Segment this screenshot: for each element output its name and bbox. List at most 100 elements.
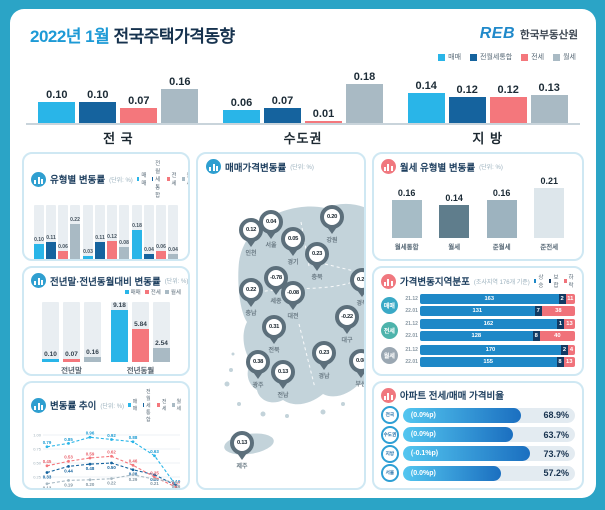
ratio-row: 수도권 (0.0%p) 63.7%: [380, 425, 575, 444]
line-chart-icon: [31, 397, 46, 413]
ratio-row: 지방 (-0.1%p) 73.7%: [380, 444, 575, 463]
region-group: 0.10 0.10 0.07 0.16: [26, 76, 211, 123]
bar: [486, 199, 517, 239]
svg-text:0.33: 0.33: [43, 474, 52, 479]
bar-segment: 2: [558, 294, 566, 305]
region-name: 서울: [265, 243, 277, 249]
bar-track: 0.10: [34, 205, 44, 260]
bar-label: 준월세: [492, 244, 511, 252]
bar-value: 0.07: [65, 351, 78, 359]
bar-chart-icon: [206, 159, 221, 174]
bar-value: 0.10: [87, 88, 109, 101]
bar-track: 0.04: [144, 205, 154, 260]
period-label: 21.12: [405, 296, 418, 303]
period-label: 전년말: [61, 366, 82, 376]
legend-chip: [553, 53, 561, 61]
bar-chart-icon: [31, 273, 46, 289]
bar: [58, 250, 68, 260]
panel-legend: 상승 보합 하락: [533, 273, 575, 289]
map-pin-대구: -0.22 대구: [335, 305, 359, 344]
legend-chip: [182, 177, 185, 181]
region-circle: 수도권: [380, 425, 399, 444]
legend-item: 월세: [164, 288, 181, 296]
pin-value: 0.08: [355, 358, 366, 364]
bar: [46, 242, 56, 260]
region-circle: 지방: [380, 444, 399, 463]
pin-value: 0.22: [245, 287, 257, 293]
svg-text:0.44: 0.44: [64, 468, 73, 473]
bar-value: 0.01: [312, 107, 335, 120]
legend-item: 상승: [533, 273, 545, 289]
region-name: 경남: [318, 374, 330, 380]
svg-text:0.25: 0.25: [33, 474, 42, 479]
legend-chip: [151, 177, 154, 181]
stacked-bar: 131 7 38: [419, 306, 575, 317]
bar-value: 0.13: [538, 82, 560, 95]
pin-value: 0.23: [311, 251, 323, 257]
legend-item: 보합: [548, 273, 560, 289]
panel-header: 변동률 추이 (단위: %) 매매 전월세통합 전세 월세: [31, 388, 181, 423]
region-name: 부산: [355, 382, 366, 388]
bar-value: 0.18: [132, 223, 142, 230]
bar-value: 0.12: [456, 84, 478, 97]
bar-track: 5.84: [132, 302, 149, 363]
dist-row: 21.12 162 1 13: [401, 319, 575, 330]
bar-value: 0.08: [119, 240, 129, 247]
bar-cell: 0.16: [161, 76, 199, 123]
map-pin-전남: 0.13 전남: [271, 360, 295, 399]
ratio-value: 57.2%: [543, 468, 569, 479]
svg-text:0.59: 0.59: [86, 451, 95, 456]
period-label: 21.12: [405, 346, 418, 353]
bar-segment: 1: [557, 319, 564, 330]
bar-track: 0.08: [119, 205, 129, 260]
dist-row: 21.12 170 2 4: [401, 344, 575, 355]
bar-track: 0.22: [70, 205, 80, 260]
bar: [223, 110, 260, 123]
bar: [407, 92, 445, 123]
ratio-row: 서울 (0.0%p) 57.2%: [380, 464, 575, 483]
panel-trend: 변동률 추이 (단위: %) 매매 전월세통합 전세 월세 1.00 0.75 0.…: [22, 380, 190, 490]
map-pin-경남: 0.23 경남: [312, 341, 336, 380]
bar-label: 월세통합: [394, 244, 419, 252]
ratio-fill: (0.0%p): [402, 427, 513, 443]
legend-item: 월세: [182, 171, 188, 187]
bar-cell: 0.06: [223, 97, 260, 123]
pin-tail: [271, 288, 281, 295]
region-name: 인천: [245, 251, 257, 257]
ratio-row: 전국 (0.0%p) 68.9%: [380, 406, 575, 425]
legend-chip: [521, 53, 529, 61]
dist-row: 22.01 155 8 13: [401, 356, 575, 367]
bar-segment: 2: [561, 344, 568, 355]
legend-chip: [157, 403, 160, 408]
summary-bar-chart: 0.10 0.10 0.07 0.16 0.06 0.07 0.01 0.18: [22, 65, 584, 147]
bar-segment: 40: [539, 331, 575, 342]
bar: [161, 88, 199, 123]
svg-text:0.50: 0.50: [107, 465, 116, 470]
map-pin-서울: 0.04 서울: [259, 210, 283, 249]
region-group: 0.14 0.12 0.12 0.13: [395, 80, 580, 123]
region-group: 0.06 0.07 0.01 0.18: [211, 71, 396, 123]
pin-tail: [327, 227, 337, 234]
pin-value: 0.20: [326, 214, 338, 220]
map-pin-경북: 0.22 경북: [350, 268, 364, 307]
legend-chip: [128, 403, 131, 408]
pin-value: 0.13: [277, 369, 289, 375]
dist-row: 21.12 163 2 11: [401, 294, 575, 305]
bar: [70, 223, 80, 260]
panel-unit: (단위: %): [109, 177, 133, 184]
svg-text:0.53: 0.53: [64, 454, 73, 459]
map-pin-경기: 0.05 경기: [281, 227, 305, 266]
legend-chip: [164, 290, 169, 295]
infographic-card: 2022년 1월 전국주택가격동향 REB 한국부동산원 매매 전월세통합 전세…: [10, 9, 596, 498]
panel-legend: 매매 전월세통합 전세 월세: [136, 159, 188, 199]
period-label: 전년동월: [126, 366, 155, 376]
bar-track: 0.18: [132, 205, 142, 260]
bar-value: 0.12: [497, 84, 519, 97]
pin-value: 0.23: [318, 350, 330, 356]
legend-chip: [533, 279, 537, 284]
bar-cell: 0.14: [407, 80, 445, 123]
bar: [264, 107, 301, 123]
bar: [42, 358, 59, 363]
ratio-track: (0.0%p) 68.9%: [402, 407, 575, 423]
bar: [534, 187, 565, 239]
